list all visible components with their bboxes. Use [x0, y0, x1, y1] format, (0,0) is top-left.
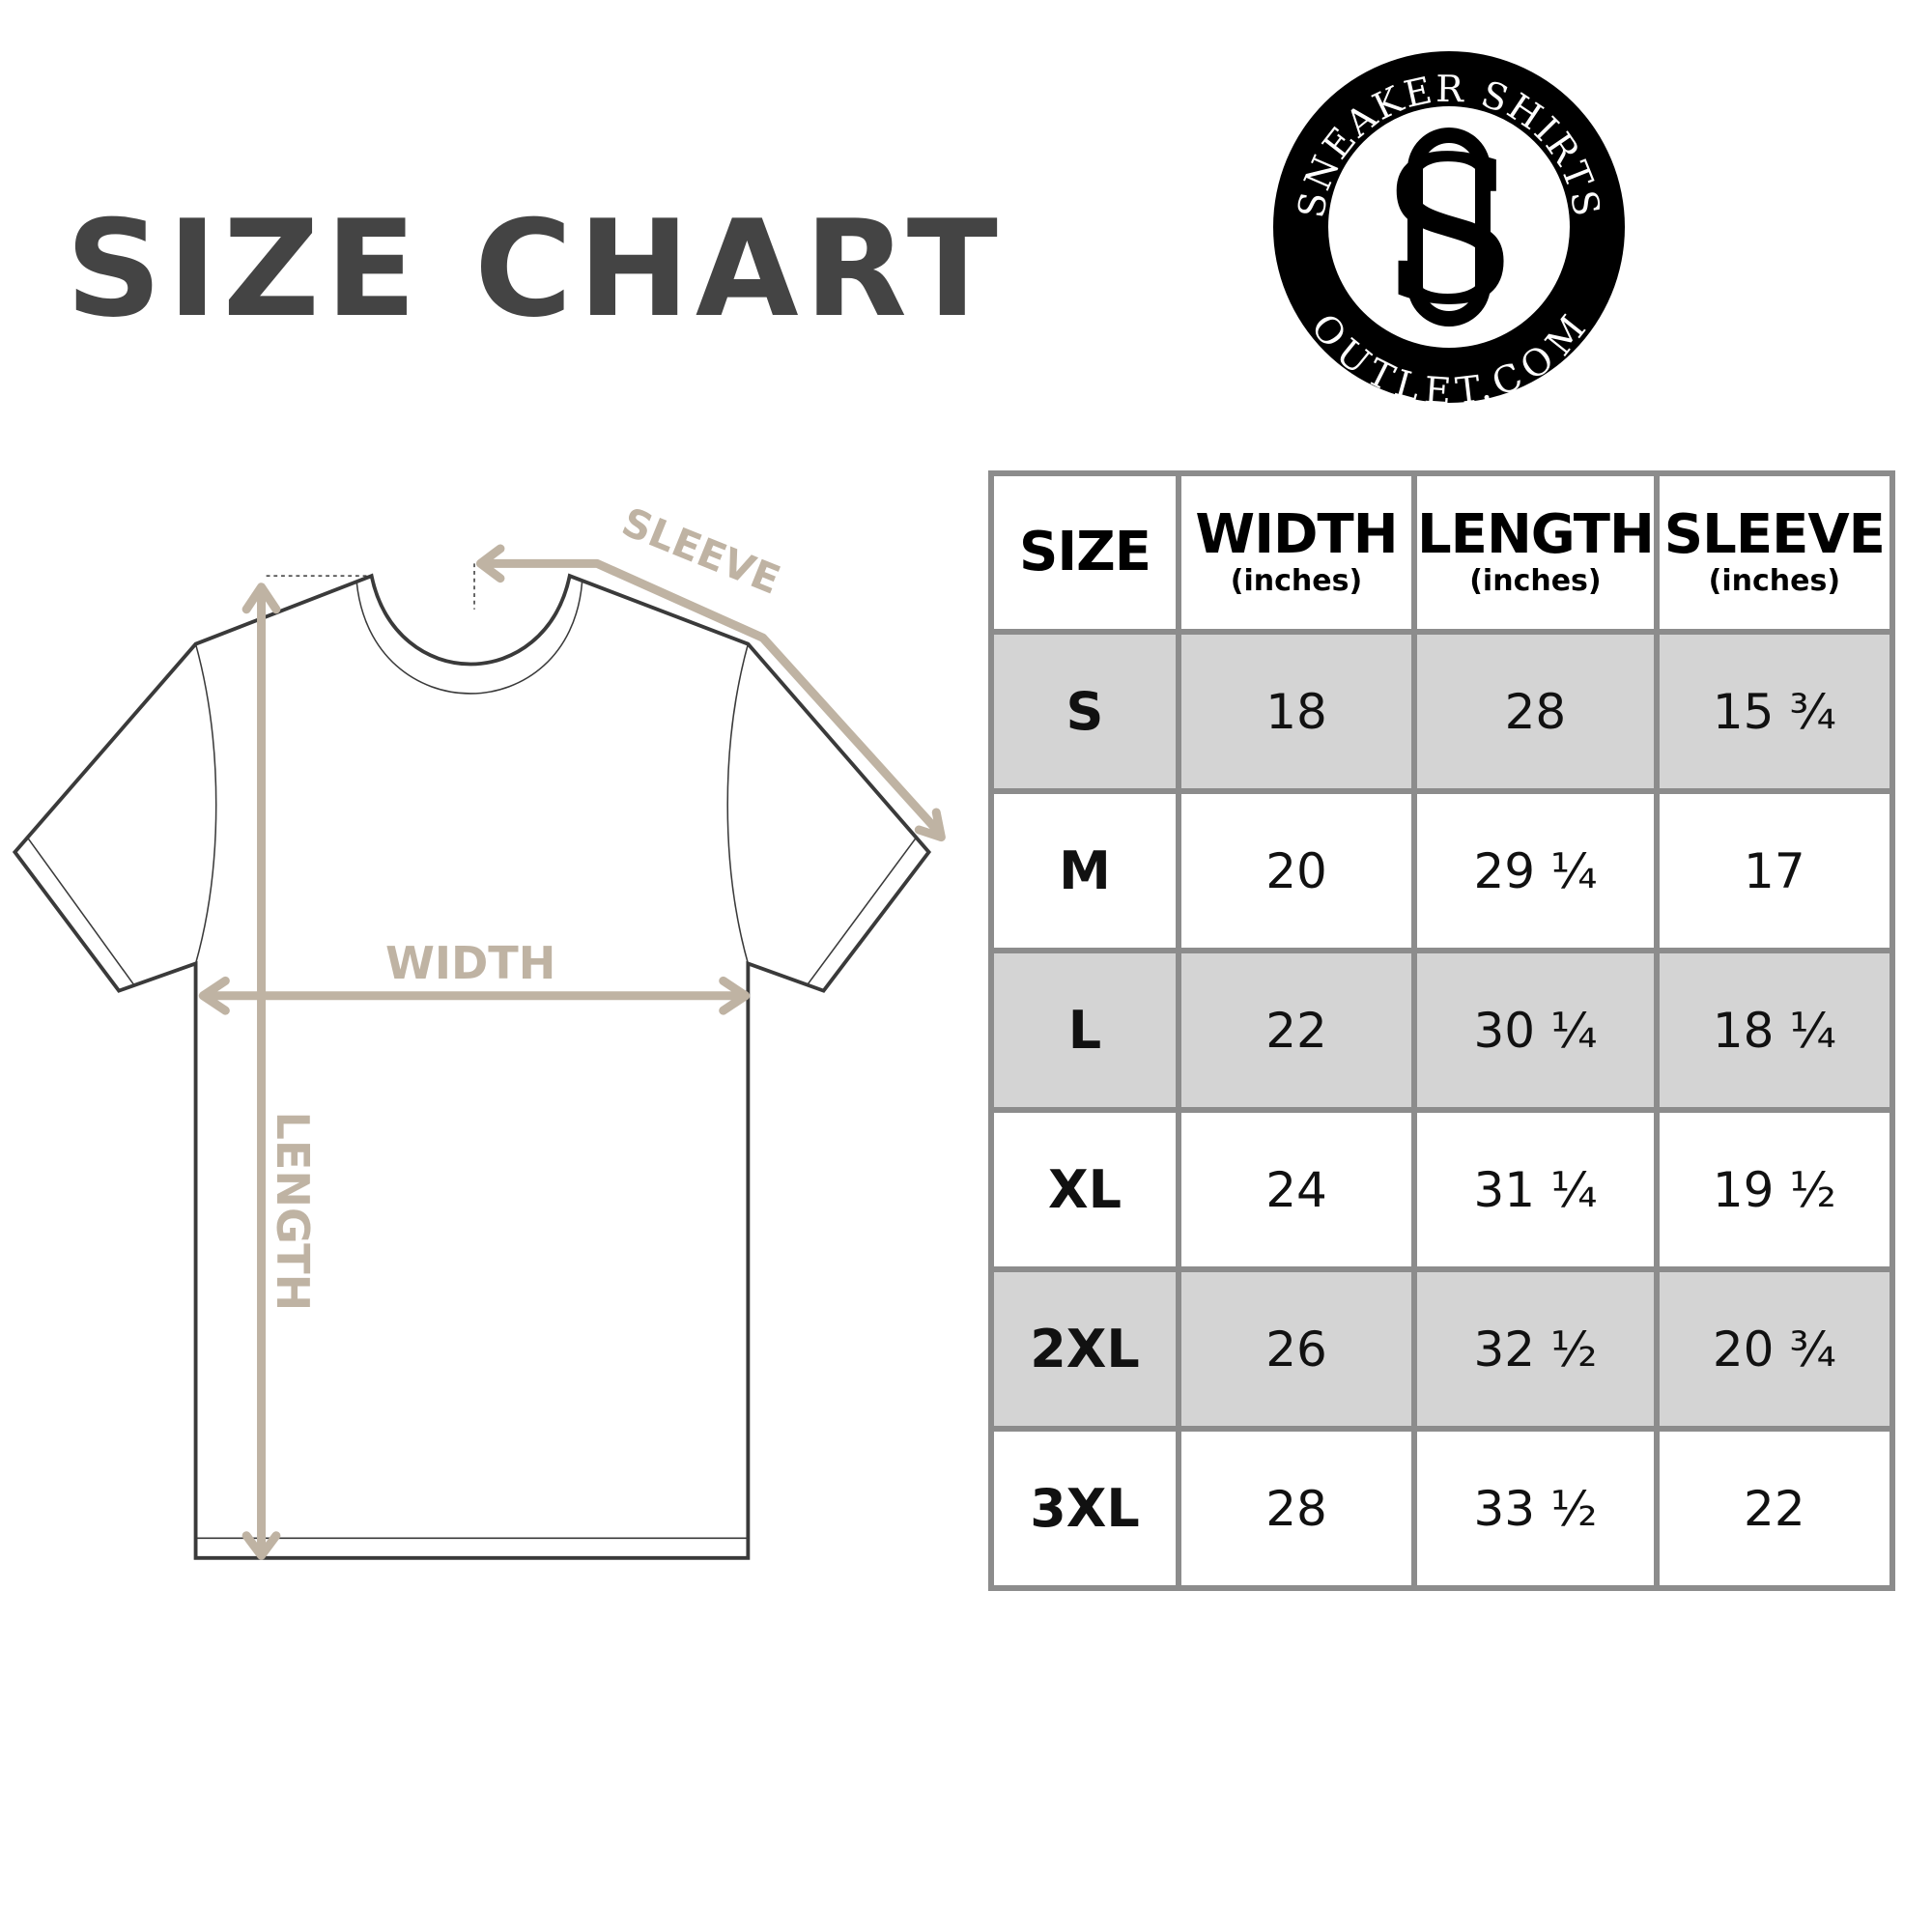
header-sleeve: SLEEVE (inches) [1653, 470, 1895, 635]
size-cell: S [988, 629, 1181, 794]
header-width: WIDTH (inches) [1176, 470, 1417, 635]
width-cell: 26 [1176, 1266, 1417, 1432]
measure-arrows [198, 544, 946, 1560]
size-cell: XL [988, 1107, 1181, 1272]
length-arrow [242, 582, 281, 1560]
length-cell: 29 ¼ [1411, 788, 1660, 953]
table-row: 3XL 28 33 ½ 22 [988, 1426, 1895, 1591]
size-cell: M [988, 788, 1181, 953]
length-cell: 31 ¼ [1411, 1107, 1660, 1272]
sleeve-cell: 17 [1653, 788, 1895, 953]
header-label: WIDTH [1195, 503, 1398, 566]
width-cell: 20 [1176, 788, 1417, 953]
sleeve-cell: 19 ½ [1653, 1107, 1895, 1272]
header-unit: (inches) [1708, 564, 1841, 598]
width-cell: 22 [1176, 948, 1417, 1113]
header-length: LENGTH (inches) [1411, 470, 1660, 635]
table-row: 2XL 26 32 ½ 20 ¾ [988, 1266, 1895, 1432]
width-cell: 28 [1176, 1426, 1417, 1591]
header-label: SLEEVE [1663, 503, 1886, 566]
header-label: SIZE [1018, 521, 1151, 583]
width-cell: 24 [1176, 1107, 1417, 1272]
sleeve-arrow [475, 544, 946, 842]
length-cell: 28 [1411, 629, 1660, 794]
sleeve-cell: 22 [1653, 1426, 1895, 1591]
sleeve-cell: 20 ¾ [1653, 1266, 1895, 1432]
width-cell: 18 [1176, 629, 1417, 794]
length-cell: 32 ½ [1411, 1266, 1660, 1432]
brand-logo: SNEAKER SHIRTS OUTLET.COM S [1273, 51, 1625, 406]
table-header-row: SIZE WIDTH (inches) LENGTH (inches) SLEEVE… [988, 470, 1895, 635]
page-title: SIZE CHART [66, 191, 1004, 347]
size-cell: L [988, 948, 1181, 1113]
header-size: SIZE [988, 470, 1181, 635]
table-row: XL 24 31 ¼ 19 ½ [988, 1107, 1895, 1272]
size-cell: 2XL [988, 1266, 1181, 1432]
svg-text:S: S [1379, 113, 1519, 350]
length-cell: 30 ¼ [1411, 948, 1660, 1113]
shirt-outline [12, 573, 932, 1560]
length-label: LENGTH [267, 1112, 319, 1312]
header-label: LENGTH [1417, 503, 1655, 566]
width-arrow [198, 976, 751, 1015]
table-row: M 20 29 ¼ 17 [988, 788, 1895, 953]
sleeve-cell: 18 ¼ [1653, 948, 1895, 1113]
length-cell: 33 ½ [1411, 1426, 1660, 1591]
sleeve-cell: 15 ¾ [1653, 629, 1895, 794]
header-unit: (inches) [1230, 564, 1363, 598]
width-label: WIDTH [385, 937, 555, 989]
size-cell: 3XL [988, 1426, 1181, 1591]
table-row: L 22 30 ¼ 18 ¼ [988, 948, 1895, 1113]
table-row: S 18 28 15 ¾ [988, 629, 1895, 794]
header-unit: (inches) [1469, 564, 1602, 598]
size-table: SIZE WIDTH (inches) LENGTH (inches) SLEEVE… [988, 470, 1895, 1591]
